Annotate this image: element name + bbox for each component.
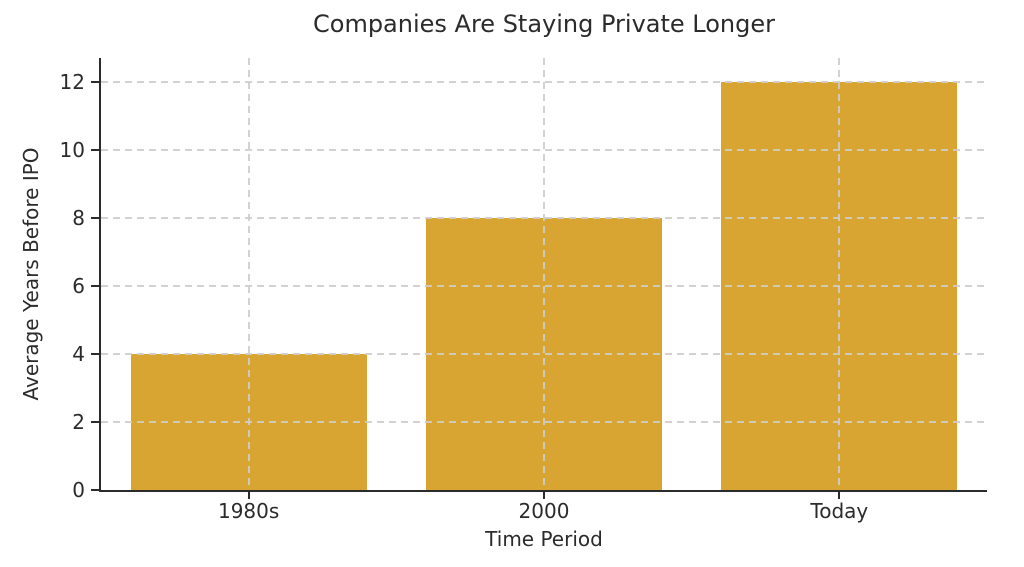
x-axis-label: Time Period	[485, 527, 603, 551]
x-axis-spine	[99, 490, 987, 492]
y-tick-mark-10	[91, 148, 99, 151]
y-axis-spine	[99, 58, 101, 492]
y-tick-mark-4	[91, 352, 99, 355]
y-tick-label-6: 6	[72, 273, 85, 298]
y-tick-mark-8	[91, 216, 99, 219]
y-tick-mark-6	[91, 284, 99, 287]
y-tick-mark-0	[91, 489, 99, 491]
y-tick-label-2: 2	[72, 409, 85, 434]
plot-area	[99, 58, 987, 492]
v-gridline-2000	[543, 58, 545, 490]
x-tick-mark-1980s	[247, 492, 250, 499]
y-tick-label-8: 8	[72, 205, 85, 230]
y-tick-label-4: 4	[72, 341, 85, 366]
chart-title: Companies Are Staying Private Longer	[313, 10, 775, 38]
v-gridline-Today	[838, 58, 841, 490]
x-tick-label-2000: 2000	[518, 499, 570, 523]
v-gridline-1980s	[247, 58, 250, 490]
y-tick-mark-12	[91, 80, 99, 83]
x-tick-label-Today: Today	[810, 499, 869, 523]
x-tick-mark-2000	[543, 492, 545, 499]
x-tick-mark-Today	[838, 492, 841, 499]
y-tick-label-10: 10	[59, 137, 85, 162]
y-tick-mark-2	[91, 420, 99, 423]
y-tick-label-12: 12	[59, 69, 85, 94]
x-tick-label-1980s: 1980s	[217, 499, 280, 523]
y-tick-label-0: 0	[72, 478, 85, 502]
y-axis-label-text: Average Years Before IPO	[19, 147, 43, 401]
